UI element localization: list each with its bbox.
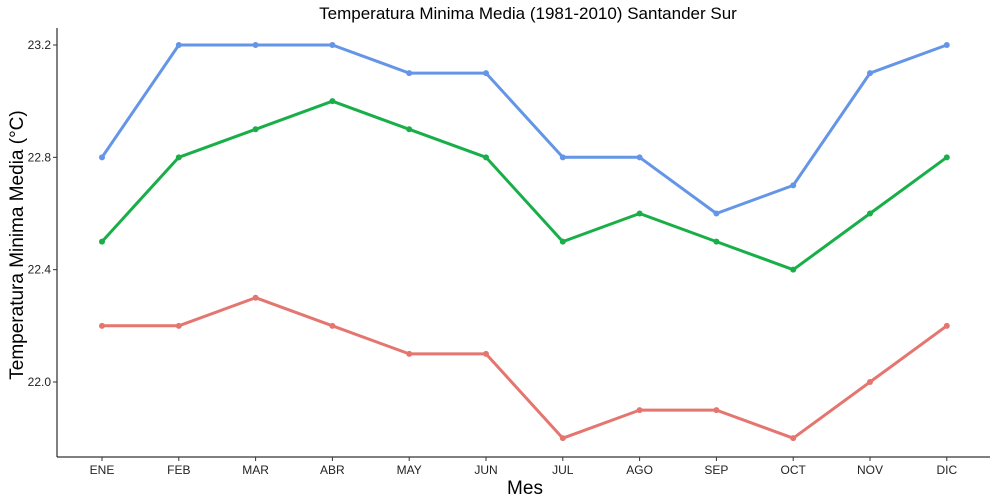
series-1-point xyxy=(790,182,797,189)
series-3-point xyxy=(867,379,873,385)
series-1-point xyxy=(329,42,336,48)
series-1-point xyxy=(713,210,720,217)
y-axis-title: Temperatura Minima Media (°C) xyxy=(7,110,28,379)
series-3-point xyxy=(252,294,259,301)
series-2-point xyxy=(252,126,259,133)
x-tick-label: ENE xyxy=(90,463,115,477)
y-tick-label: 23.2 xyxy=(28,38,52,52)
series-1-point xyxy=(99,154,105,161)
y-tick-label: 22.4 xyxy=(28,263,52,277)
series-3-point xyxy=(713,407,720,414)
series-2-point xyxy=(483,154,489,161)
series-2-point xyxy=(636,210,643,217)
series-3-point xyxy=(175,322,182,329)
x-tick-label: MAY xyxy=(397,463,422,477)
x-axis-title: Mes xyxy=(507,478,543,499)
series-1-point xyxy=(483,70,489,77)
series-3-point xyxy=(943,322,950,329)
series-1-point xyxy=(175,42,182,48)
y-tick-label: 22.0 xyxy=(28,375,52,389)
series-1-point xyxy=(252,42,259,48)
series-2-point xyxy=(713,238,720,245)
x-tick-label: OCT xyxy=(781,463,807,477)
series-3-point xyxy=(99,322,105,329)
series-line-2 xyxy=(100,99,949,272)
series-1-point xyxy=(559,154,566,161)
series-2-point xyxy=(559,238,566,245)
x-tick-label: FEB xyxy=(167,463,190,477)
series-line-3 xyxy=(100,296,949,440)
series-1-point xyxy=(406,70,413,77)
x-tick-label: ABR xyxy=(320,463,345,477)
x-tick-label: JUN xyxy=(474,463,497,477)
series-1-point xyxy=(943,42,950,48)
y-tick-label: 22.8 xyxy=(28,150,52,164)
series-2-point xyxy=(406,126,413,133)
x-tick-label: DIC xyxy=(936,463,957,477)
series-1-point xyxy=(867,70,873,77)
series-3-point xyxy=(559,435,566,442)
series-2-point xyxy=(99,238,105,245)
series-3-point xyxy=(483,350,489,357)
series-2-point xyxy=(867,210,873,217)
series-2-point xyxy=(790,266,797,273)
series-2-point xyxy=(329,98,336,105)
series-line-1 xyxy=(100,43,949,215)
series-2-point xyxy=(943,154,950,161)
x-tick-label: NOV xyxy=(857,463,883,477)
plot-area: 22.0 22.4 22.8 23.2 ENE FEB MAR ABR MAY JUN JUL AGO… xyxy=(28,28,990,477)
series-2-point xyxy=(175,154,182,161)
series-3-point xyxy=(636,407,643,414)
series-3-point xyxy=(329,322,336,329)
series-3-point xyxy=(790,435,797,442)
x-tick-label: SEP xyxy=(704,463,728,477)
x-tick-label: JUL xyxy=(552,463,574,477)
x-tick-label: MAR xyxy=(242,463,269,477)
series-3-point xyxy=(406,350,413,357)
x-tick-label: AGO xyxy=(626,463,653,477)
series-1-point xyxy=(636,154,643,161)
chart-title: Temperatura Minima Media (1981-2010) San… xyxy=(319,4,737,23)
